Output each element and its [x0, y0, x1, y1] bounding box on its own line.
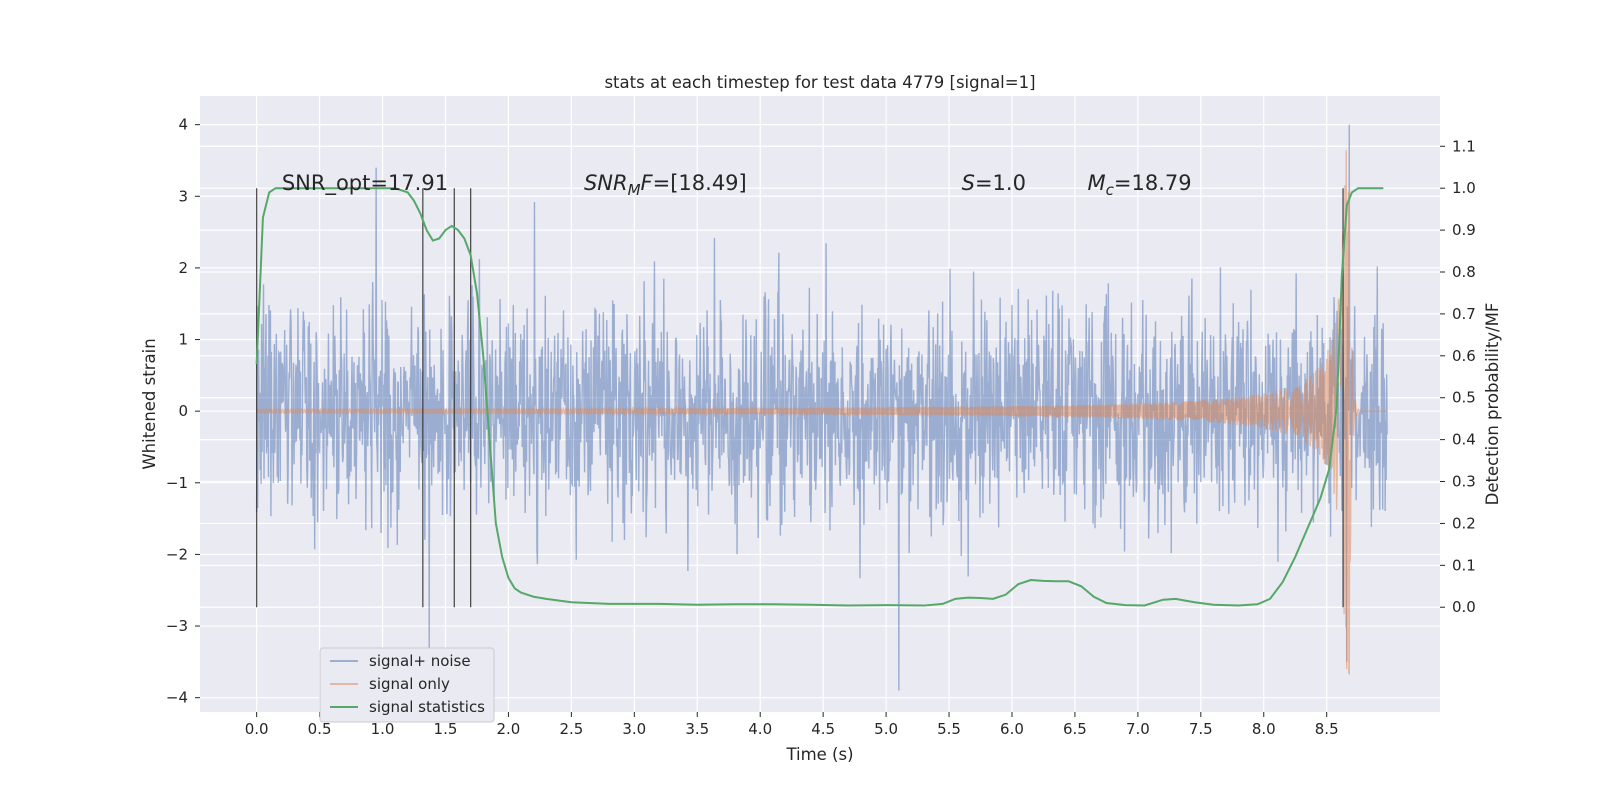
y-tick-label: 0 — [178, 402, 188, 420]
noise-series — [255, 124, 1388, 691]
x-axis-label: Time (s) — [785, 745, 853, 764]
x-tick-label: 5.5 — [937, 720, 961, 738]
annotation-text: Mc=18.79 — [1088, 171, 1192, 199]
y-axis-label: Whitened strain — [140, 338, 159, 469]
x-tick-label: 4.5 — [811, 720, 835, 738]
x-tick-label: 0.0 — [245, 720, 269, 738]
y-right-tick-label: 0.1 — [1452, 556, 1476, 574]
x-tick-label: 7.0 — [1126, 720, 1150, 738]
x-tick-label: 3.0 — [622, 720, 646, 738]
y-right-tick-label: 0.2 — [1452, 514, 1476, 532]
x-tick-label: 6.5 — [1063, 720, 1087, 738]
signal-statistics-series — [255, 187, 1384, 607]
y-right-axis-label: Detection probability/MF — [1483, 303, 1502, 506]
signal-only-line — [256, 150, 1388, 676]
x-tick-label: 6.0 — [1000, 720, 1024, 738]
y-right-tick-label: 0.4 — [1452, 431, 1476, 449]
y-tick-label: −2 — [166, 545, 188, 563]
annotation-text: SNRMF=[18.49] — [584, 171, 747, 199]
y-right-tick-label: 0.8 — [1452, 263, 1476, 281]
x-tick-label: 2.0 — [496, 720, 520, 738]
annotation-text: SNR_opt=17.91 — [282, 171, 448, 196]
legend: signal+ noise signal only signal statist… — [319, 647, 495, 723]
x-tick-label: 1.0 — [371, 720, 395, 738]
x-tick-label: 5.0 — [874, 720, 898, 738]
y-tick-label: 2 — [178, 259, 188, 277]
y-right-tick-label: 0.0 — [1452, 598, 1476, 616]
y-right-tick-label: 0.3 — [1452, 473, 1476, 491]
x-tick-label: 0.5 — [308, 720, 332, 738]
y-right-tick-label: 0.9 — [1452, 221, 1476, 239]
axes: 0.0 0.5 1.0 1.5 2.0 2.5 3.0 3.5 4.0 4.5 5.0 5.5 6.0 6… — [166, 116, 1476, 738]
legend-label-signal-only: signal only — [369, 675, 450, 693]
y-tick-label: 4 — [178, 116, 188, 134]
annotations: SNR_opt=17.91 SNRMF=[18.49] S=1.0 Mc=18.79 — [282, 171, 1192, 199]
annotation-text: S=1.0 — [962, 171, 1026, 195]
x-tick-label: 1.5 — [434, 720, 458, 738]
y-right-tick-label: 0.5 — [1452, 389, 1476, 407]
chart-title: stats at each timestep for test data 477… — [604, 73, 1035, 92]
y-right-tick-label: 1.0 — [1452, 179, 1476, 197]
signal-noise-line — [255, 124, 1388, 691]
legend-label-signal-statistics: signal statistics — [369, 698, 485, 716]
y-right-tick-label: 1.1 — [1452, 137, 1476, 155]
y-tick-label: −4 — [166, 689, 188, 707]
legend-box — [319, 647, 495, 723]
x-tick-label: 7.5 — [1189, 720, 1213, 738]
y-tick-label: 1 — [178, 331, 188, 349]
y-tick-label: 3 — [178, 187, 188, 205]
y-right-tick-label: 0.6 — [1452, 347, 1476, 365]
y-right-tick-label: 0.7 — [1452, 305, 1476, 323]
x-tick-label: 3.5 — [685, 720, 709, 738]
x-tick-label: 4.0 — [748, 720, 772, 738]
x-tick-label: 8.5 — [1315, 720, 1339, 738]
x-tick-label: 2.5 — [559, 720, 583, 738]
legend-label-signal-noise: signal+ noise — [369, 652, 471, 670]
x-tick-label: 8.0 — [1252, 720, 1276, 738]
signal-statistics-line — [255, 187, 1384, 607]
signal-only-series — [256, 150, 1388, 676]
y-tick-label: −1 — [166, 474, 188, 492]
y-tick-label: −3 — [166, 617, 188, 635]
